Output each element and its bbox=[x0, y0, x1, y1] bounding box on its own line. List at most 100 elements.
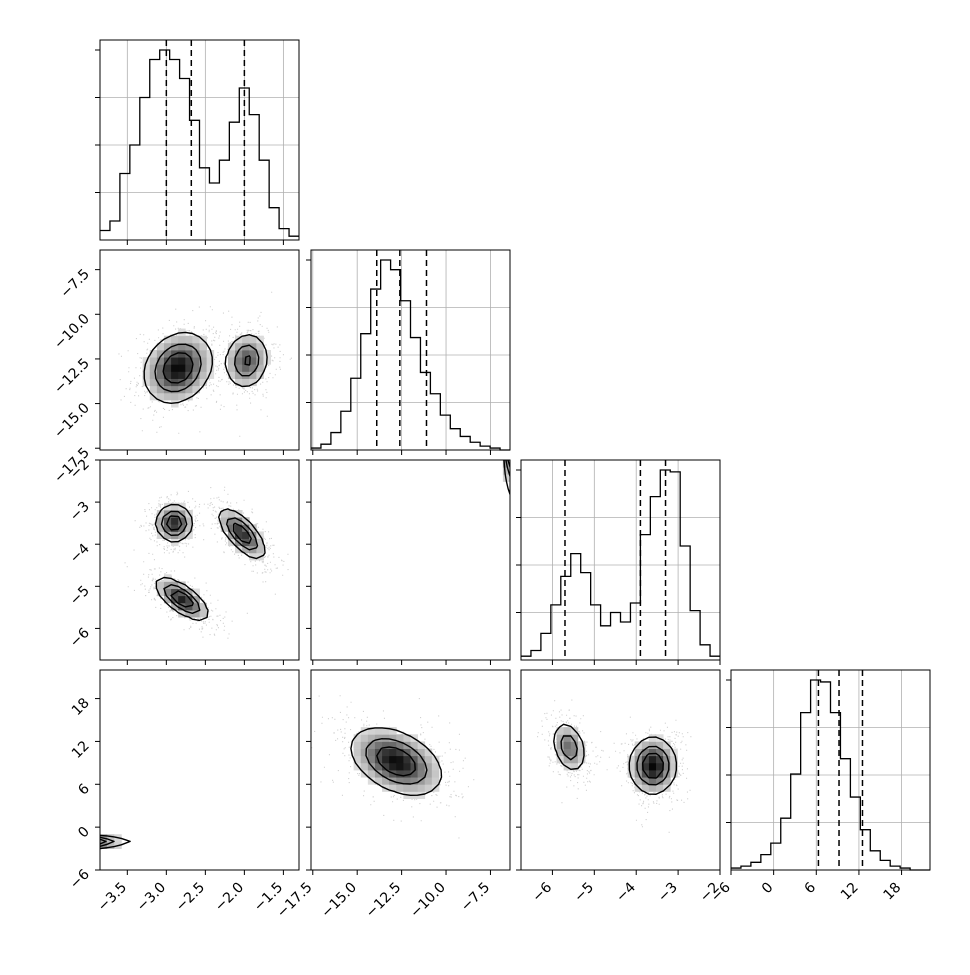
density-cell bbox=[171, 392, 179, 401]
density-cell bbox=[227, 350, 236, 358]
contour-line bbox=[365, 738, 428, 785]
density-cell bbox=[396, 734, 404, 742]
density-cell bbox=[367, 734, 376, 742]
density-cell bbox=[648, 762, 657, 771]
density-cell bbox=[403, 755, 411, 764]
density-cell bbox=[142, 371, 151, 379]
density-cell bbox=[178, 357, 186, 365]
panel-frame bbox=[310, 459, 511, 661]
density-cell bbox=[382, 762, 390, 771]
density-cell bbox=[163, 581, 172, 589]
panel-frame bbox=[99, 459, 300, 661]
density-cell bbox=[389, 762, 397, 771]
density-cell bbox=[206, 350, 215, 358]
density-cell bbox=[227, 357, 236, 365]
density-cell bbox=[163, 335, 172, 344]
density-cell bbox=[403, 777, 411, 785]
density-cell bbox=[220, 517, 229, 525]
density-cell bbox=[171, 517, 179, 525]
density-cell bbox=[570, 734, 579, 742]
density-cell bbox=[199, 602, 208, 611]
density-cell bbox=[242, 335, 250, 344]
y-tick-label: −4 bbox=[67, 541, 93, 567]
density-cell bbox=[431, 777, 440, 785]
density-cell bbox=[570, 741, 579, 749]
y-tick-label: −7.5 bbox=[57, 266, 92, 301]
density-cell bbox=[389, 748, 397, 757]
density-cell bbox=[396, 762, 404, 771]
density-cell bbox=[178, 595, 186, 604]
y-tick-label: 18 bbox=[69, 695, 93, 719]
density-cell bbox=[192, 602, 200, 611]
density-cell bbox=[670, 762, 678, 771]
density-cell bbox=[648, 755, 657, 764]
density-panel-1-2 bbox=[310, 459, 511, 661]
density-cell bbox=[227, 371, 236, 379]
density-cell bbox=[410, 762, 419, 771]
y-tick-label: −15.0 bbox=[51, 400, 93, 442]
density-cell bbox=[656, 784, 664, 792]
density-cell bbox=[192, 385, 200, 394]
density-cell bbox=[360, 741, 369, 749]
density-cell bbox=[149, 385, 158, 394]
panel-frame bbox=[310, 669, 511, 871]
density-cell bbox=[367, 741, 376, 749]
density-cell bbox=[199, 342, 208, 351]
density-panel-2-3 bbox=[520, 669, 721, 871]
density-cell bbox=[156, 524, 165, 532]
density-cell bbox=[171, 510, 179, 518]
density-cell bbox=[192, 342, 200, 351]
density-cell bbox=[382, 727, 390, 735]
histogram-line bbox=[100, 49, 299, 237]
density-cell bbox=[634, 777, 643, 785]
density-cell bbox=[156, 581, 165, 589]
density-cell bbox=[178, 378, 186, 387]
density-cell bbox=[156, 350, 165, 358]
density-cell bbox=[424, 755, 433, 764]
density-cell bbox=[382, 748, 390, 757]
y-tick-label: −10.0 bbox=[51, 311, 93, 353]
density-cell bbox=[641, 748, 650, 757]
density-cell bbox=[156, 371, 165, 379]
density-cell bbox=[163, 588, 172, 597]
density-cell bbox=[227, 517, 236, 525]
y-tick-label: −5 bbox=[67, 583, 93, 609]
density-cell bbox=[360, 762, 369, 771]
density-cell bbox=[396, 741, 404, 749]
density-cell bbox=[163, 371, 172, 379]
density-cell bbox=[185, 517, 193, 525]
density-cell bbox=[185, 610, 193, 618]
density-cell bbox=[192, 378, 200, 387]
density-cell bbox=[163, 364, 172, 372]
density-cell bbox=[163, 524, 172, 532]
density-cell bbox=[360, 748, 369, 757]
x-tick-label: 18 bbox=[880, 880, 904, 904]
density-cell bbox=[249, 364, 257, 372]
x-tick-label: −2.0 bbox=[212, 880, 247, 915]
density-cell bbox=[417, 770, 426, 778]
density-cell bbox=[256, 357, 264, 365]
density-cell bbox=[249, 342, 257, 351]
density-cell bbox=[171, 502, 179, 511]
density-cell bbox=[178, 350, 186, 358]
density-cell bbox=[185, 385, 193, 394]
density-cell bbox=[663, 762, 671, 771]
density-cell bbox=[249, 357, 257, 365]
density-cell bbox=[178, 392, 186, 401]
density-cell bbox=[235, 531, 243, 539]
density-cell bbox=[156, 510, 165, 518]
density-panel-0-1 bbox=[99, 249, 300, 451]
density-cell bbox=[242, 524, 250, 532]
density-cell bbox=[389, 727, 397, 735]
y-tick-label: −3 bbox=[67, 499, 93, 525]
density-cell bbox=[235, 371, 243, 379]
density-cell bbox=[641, 755, 650, 764]
density-cell bbox=[410, 741, 419, 749]
density-cell bbox=[171, 524, 179, 532]
density-cell bbox=[192, 364, 200, 372]
density-cell bbox=[556, 734, 565, 742]
density-cell bbox=[556, 748, 565, 757]
density-cell bbox=[570, 755, 579, 764]
density-cell bbox=[627, 755, 636, 764]
density-cell bbox=[656, 748, 664, 757]
